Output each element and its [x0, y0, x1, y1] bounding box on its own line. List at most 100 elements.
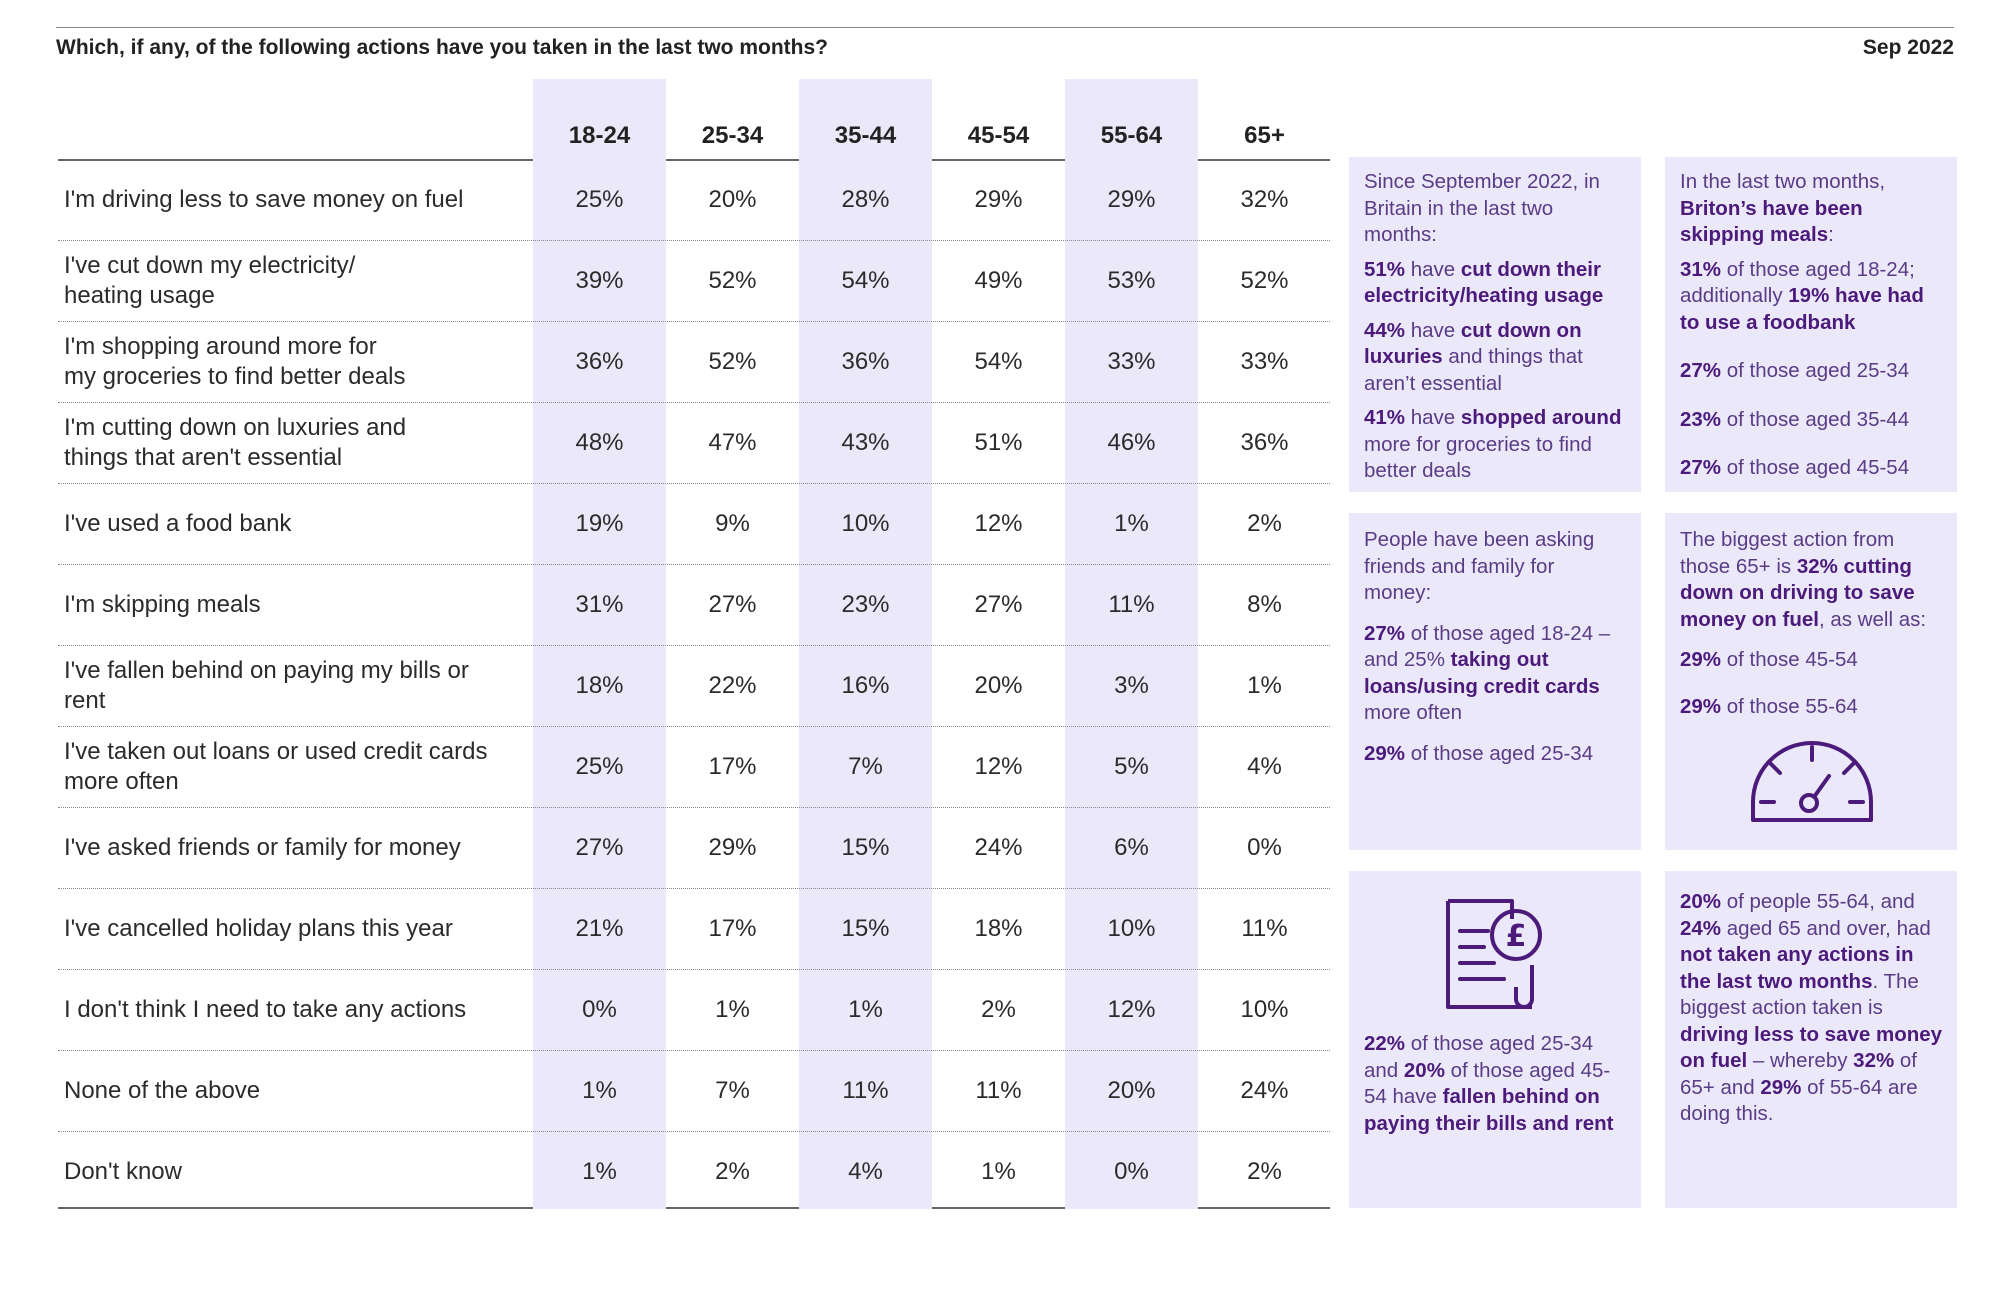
summary-box-friends-family: People have been asking friends and fami… [1349, 513, 1641, 850]
box-item: 44% have cut down on luxuries and things… [1364, 318, 1583, 395]
table-cell: 4% [1247, 753, 1282, 780]
table-cell: 11% [1108, 591, 1155, 618]
table-cell: 52% [708, 348, 757, 375]
table-cell: 24% [974, 834, 1023, 861]
row-separator [58, 888, 1330, 889]
box-item: 27% of those aged 18-24 – and 25% taking… [1364, 621, 1611, 725]
table-cell: 46% [1107, 429, 1156, 456]
survey-date: Sep 2022 [1862, 36, 1954, 59]
table-row: None of the above 1% 7% 11% 11% 20% 24% [58, 1051, 1330, 1132]
row-label: I'm cutting down on luxuries and things … [64, 414, 407, 471]
table-cell: 1% [1114, 510, 1149, 537]
svg-text:£: £ [1505, 919, 1526, 954]
box-item: 41% have shopped around more for groceri… [1364, 406, 1622, 482]
table-cell: 20% [708, 186, 757, 213]
table-cell: 2% [1247, 510, 1282, 537]
table-cell: 9% [715, 510, 750, 537]
row-separator [58, 1050, 1330, 1051]
table-cell: 51% [974, 429, 1023, 456]
table-row: I've taken out loans or used credit card… [58, 727, 1330, 808]
column-band [533, 79, 666, 1209]
table-cell: 28% [841, 186, 890, 213]
table-cell: 10% [841, 510, 890, 537]
table-cell: 18% [575, 672, 624, 699]
table-cell: 23% [841, 591, 890, 618]
table-cell: 52% [1240, 267, 1289, 294]
table-cell: 1% [1247, 672, 1282, 699]
table-row: I'm skipping meals 31% 27% 23% 27% 11% 8% [58, 565, 1330, 646]
question-title: Which, if any, of the following actions … [56, 36, 828, 59]
table-cell: 5% [1114, 753, 1149, 780]
box-item: 27% of those aged 45-54 [1680, 456, 1910, 479]
table-cell: 12% [974, 510, 1023, 537]
top-rule [56, 27, 1954, 28]
column-header: 25-34 [701, 122, 764, 149]
table-cell: 43% [841, 429, 890, 456]
table-cell: 32% [1240, 186, 1289, 213]
row-separator [58, 564, 1330, 565]
column-header: 55-64 [1100, 122, 1163, 149]
table-row: I've cut down my electricity/ heating us… [58, 241, 1330, 322]
table-row: I've used a food bank 19% 9% 10% 12% 1% 2% [58, 484, 1330, 565]
box-item: 51% have cut down their electricity/heat… [1364, 257, 1604, 308]
table-cell: 12% [974, 753, 1023, 780]
box-item: 23% of those aged 35-44 [1680, 407, 1910, 431]
box-item: 29% of those 55-64 [1680, 694, 1858, 718]
row-separator [58, 807, 1330, 808]
table-row: I've asked friends or family for money 27… [58, 808, 1330, 889]
row-separator [58, 402, 1330, 403]
table-row: I don't think I need to take any actions… [58, 970, 1330, 1051]
row-label: I've fallen behind on paying my bills or… [64, 657, 469, 714]
row-separator [58, 726, 1330, 727]
table-cell: 29% [708, 834, 757, 861]
header-rule [58, 159, 1330, 161]
table-cell: 53% [1107, 267, 1156, 294]
table-cell: 24% [1240, 1077, 1289, 1104]
table-cell: 27% [708, 591, 757, 618]
table-cell: 36% [841, 348, 890, 375]
row-separator [58, 645, 1330, 646]
table-cell: 54% [974, 348, 1023, 375]
pound-bill-icon: £ [1364, 895, 1627, 1013]
row-label: Don't know [64, 1158, 182, 1185]
table-cell: 16% [841, 672, 890, 699]
table-cell: 21% [575, 915, 624, 942]
column-header: 45-54 [967, 122, 1030, 149]
table-cell: 1% [981, 1158, 1016, 1185]
results-table: 18-24 25-34 35-44 45-54 55-64 65+ I'm driving … [58, 79, 1330, 1213]
column-header: 18-24 [568, 122, 631, 149]
table-cell: 29% [1107, 186, 1156, 213]
row-separator [58, 483, 1330, 484]
table-cell: 33% [1107, 348, 1156, 375]
table-row: I'm driving less to save money on fuel 25… [58, 160, 1330, 241]
table-cell: 1% [715, 996, 750, 1023]
row-separator [58, 969, 1330, 970]
summary-box-britain: Since September 2022, in Britain in the … [1349, 157, 1641, 492]
row-label: I've asked friends or family for money [64, 834, 461, 861]
table-cell: 17% [708, 753, 757, 780]
table-cell: 18% [974, 915, 1023, 942]
table-cell: 19% [575, 510, 624, 537]
column-header: 65+ [1244, 122, 1285, 149]
table-cell: 7% [848, 753, 883, 780]
table-row: I've cancelled holiday plans this year 21… [58, 889, 1330, 970]
table-row: Don't know 1% 2% 4% 1% 0% 2% [58, 1132, 1330, 1213]
column-header: 35-44 [834, 122, 897, 149]
table-cell: 1% [582, 1077, 617, 1104]
box-item: 27% of those aged 25-34 [1680, 359, 1910, 382]
box-intro: People have been asking friends and fami… [1364, 528, 1595, 604]
table-cell: 10% [1107, 915, 1156, 942]
row-label: I've cut down my electricity/ heating us… [64, 252, 356, 309]
table-cell: 20% [974, 672, 1023, 699]
box-item: 29% of those 45-54 [1680, 648, 1858, 671]
row-label: I'm shopping around more for my grocerie… [64, 333, 406, 390]
table-cell: 29% [974, 186, 1023, 213]
row-separator [58, 240, 1330, 241]
row-label: None of the above [64, 1077, 261, 1104]
column-band [1065, 79, 1198, 1209]
table-cell: 0% [1247, 834, 1282, 861]
summary-box-no-action: 20% of people 55-64, and 24% aged 65 and… [1665, 871, 1957, 1208]
summary-box-skipping-meals: In the last two months, Briton’s have be… [1665, 157, 1957, 492]
row-label: I'm skipping meals [64, 591, 261, 618]
summary-box-bills: £ 22% of those aged 25-34 and 20% of tho… [1349, 871, 1641, 1208]
